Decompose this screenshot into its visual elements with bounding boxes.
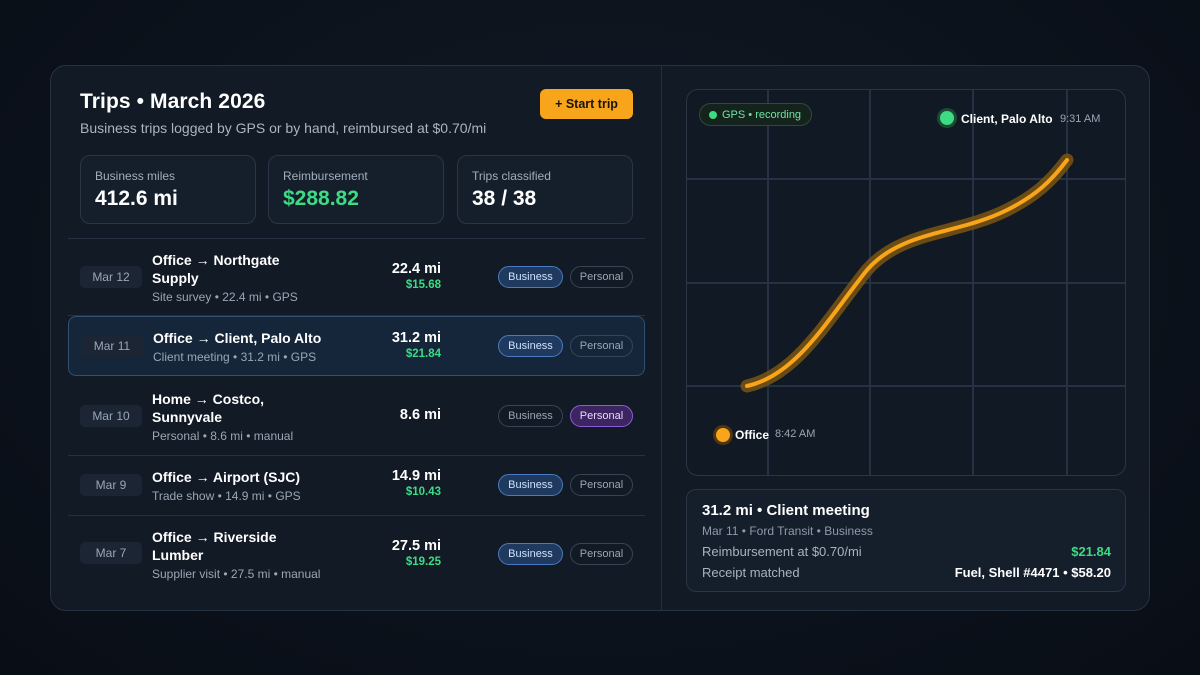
start-pin-label: Office <box>735 428 770 442</box>
end-pin-time: 9:31 AM <box>1060 113 1101 125</box>
route-map[interactable]: GPS • recording Client, Palo Alto 9:31 A… <box>686 89 1126 476</box>
trip-row[interactable]: Mar 9 Office → Airport (SJC) Trade show … <box>68 456 645 516</box>
trip-meta: Trade show • 14.9 mi • GPS <box>152 489 301 503</box>
trip-date: Mar 12 <box>80 266 142 288</box>
business-toggle[interactable]: Business <box>498 335 563 357</box>
trips-panel: Trips • March 2026 Business trips logged… <box>51 66 661 610</box>
trip-meta: Supplier visit • 27.5 mi • manual <box>152 567 321 581</box>
stat-value: 412.6 mi <box>95 187 178 210</box>
trip-date: Mar 9 <box>80 474 142 496</box>
stat-trips-classified: Trips classified 38 / 38 <box>457 155 633 224</box>
route-line <box>745 158 1069 388</box>
divider <box>68 515 645 516</box>
trip-meta: Client meeting • 31.2 mi • GPS <box>153 350 317 364</box>
personal-toggle[interactable]: Personal <box>570 474 633 496</box>
receipt-label: Receipt matched <box>702 565 800 580</box>
business-toggle[interactable]: Business <box>498 405 563 427</box>
reimbursement-value: $21.84 <box>1071 544 1111 559</box>
divider <box>68 455 645 456</box>
trip-detail-panel: 31.2 mi • Client meeting Mar 11 • Ford T… <box>686 489 1126 592</box>
stat-label: Reimbursement <box>283 169 368 183</box>
divider <box>68 315 645 316</box>
stat-value: 38 / 38 <box>472 187 537 210</box>
business-toggle[interactable]: Business <box>498 543 563 565</box>
personal-toggle[interactable]: Personal <box>570 335 633 357</box>
trip-meta: Personal • 8.6 mi • manual <box>152 429 294 443</box>
trip-row[interactable]: Mar 12 Office → Northgate Supply Site su… <box>68 247 645 307</box>
receipt-value[interactable]: Fuel, Shell #4471 • $58.20 <box>954 565 1111 580</box>
detail-title: 31.2 mi • Client meeting <box>702 502 870 519</box>
trip-date: Mar 11 <box>81 335 143 357</box>
trip-miles: 27.5 mi <box>391 538 441 554</box>
trip-miles: 8.6 mi <box>399 407 441 423</box>
trip-date: Mar 10 <box>80 405 142 427</box>
business-toggle[interactable]: Business <box>498 474 563 496</box>
trip-row[interactable]: Mar 7 Office → Riverside Lumber Supplier… <box>68 516 645 581</box>
recording-dot-icon <box>709 110 717 119</box>
end-pin-icon[interactable] <box>940 111 954 125</box>
trip-amount: $21.84 <box>405 348 441 360</box>
trip-meta: Site survey • 22.4 mi • GPS <box>152 290 298 304</box>
panel-divider <box>661 66 662 610</box>
start-pin-icon[interactable] <box>716 428 730 442</box>
business-toggle[interactable]: Business <box>498 266 563 288</box>
trip-miles: 22.4 mi <box>391 261 441 277</box>
trip-name: Home → Costco, Sunnyvale <box>152 391 265 425</box>
trip-miles: 31.2 mi <box>391 330 441 346</box>
gps-status-text: GPS • recording <box>722 108 802 121</box>
trips-card: Trips • March 2026 Business trips logged… <box>50 65 1150 611</box>
stat-reimbursement: Reimbursement $288.82 <box>268 155 444 224</box>
divider <box>68 238 645 239</box>
trip-name: Office → Riverside Lumber <box>152 529 277 563</box>
stat-business-miles: Business miles 412.6 mi <box>80 155 256 224</box>
gps-status-badge: GPS • recording <box>699 103 813 126</box>
map-grid <box>687 90 1125 475</box>
detail-meta: Mar 11 • Ford Transit • Business <box>702 524 873 538</box>
personal-toggle[interactable]: Personal <box>570 543 633 565</box>
reimbursement-label: Reimbursement at $0.70/mi <box>702 544 862 559</box>
trip-name: Office → Client, Palo Alto <box>153 330 322 346</box>
end-pin-label: Client, Palo Alto <box>961 112 1053 126</box>
trip-amount: $10.43 <box>405 486 441 498</box>
trip-miles: 14.9 mi <box>391 468 441 484</box>
trip-amount: $19.25 <box>405 556 441 568</box>
personal-toggle[interactable]: Personal <box>570 266 633 288</box>
route-line-glow <box>740 153 1074 393</box>
stat-value: $288.82 <box>283 187 359 210</box>
start-pin-time: 8:42 AM <box>775 428 816 440</box>
trip-amount: $15.68 <box>405 279 441 291</box>
trip-row[interactable]: Mar 10 Home → Costco, Sunnyvale Personal… <box>68 386 645 446</box>
trip-date: Mar 7 <box>80 542 142 564</box>
stat-label: Business miles <box>95 169 176 183</box>
trip-name: Office → Northgate Supply <box>152 252 280 286</box>
page-title: Trips • March 2026 <box>80 90 266 113</box>
personal-toggle[interactable]: Personal <box>570 405 633 427</box>
page-subtitle: Business trips logged by GPS or by hand,… <box>80 120 487 136</box>
trip-name: Office → Airport (SJC) <box>152 469 301 485</box>
start-trip-button[interactable]: + Start trip <box>540 89 633 119</box>
stat-label: Trips classified <box>472 169 551 183</box>
trip-row-selected[interactable]: Mar 11 Office → Client, Palo Alto Client… <box>68 316 645 376</box>
